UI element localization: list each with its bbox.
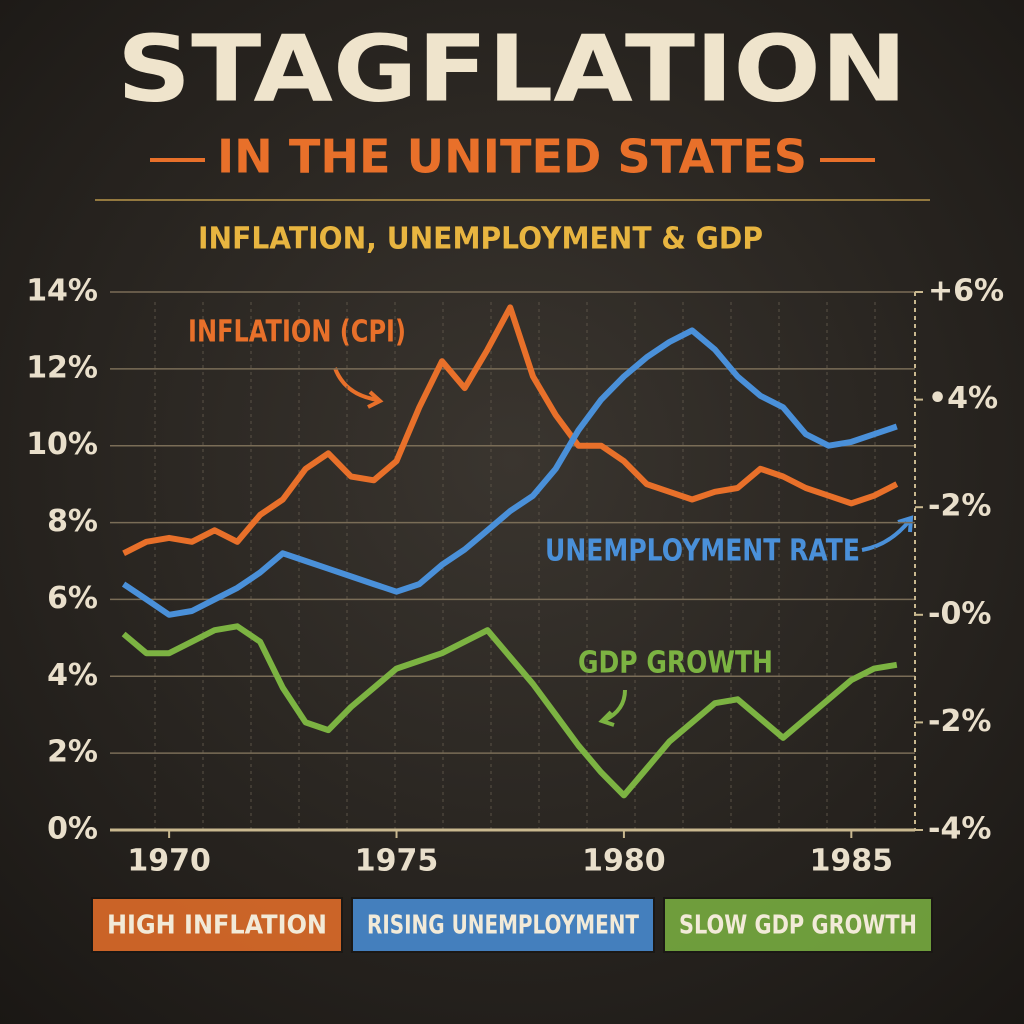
y2-tick-label: -2% [928,489,991,524]
y-tick-label: 0% [47,812,98,847]
y2-tick-label: -4% [928,812,991,847]
series-label: GDP GROWTH [578,646,773,681]
annotation-arrow [604,689,627,722]
chart-title: STAGFLATION [117,15,907,122]
badge [91,897,343,953]
annotation-arrowhead [598,710,615,727]
annotation-arrow [333,367,379,402]
series-label: UNEMPLOYMENT RATE [545,534,860,569]
annotation-arrowhead [367,390,384,409]
y2-tick-label: +6% [928,274,1004,309]
y-tick-label: 4% [47,658,98,693]
y-tick-label: 10% [26,427,98,462]
badge-label: HIGH INFLATION [107,911,327,941]
badge [663,897,933,953]
y2-tick-label: -0% [928,596,991,631]
chart-heading: INFLATION, UNEMPLOYMENT & GDP [198,222,763,257]
chart-subtitle: IN THE UNITED STATES [217,130,807,184]
series-line [121,327,898,618]
x-tick-label: 1985 [810,844,894,879]
x-tick-label: 1970 [127,844,211,879]
series-line [122,304,899,556]
badge-label: RISING UNEMPLOYMENT [367,911,639,941]
x-tick-label: 1980 [582,844,666,879]
series-line [121,623,898,799]
y2-tick-label: •4% [928,381,998,416]
y-tick-label: 6% [47,581,98,616]
x-tick-label: 1975 [355,844,439,879]
y-tick-label: 8% [47,504,98,539]
badge-label: SLOW GDP GROWTH [679,911,917,941]
annotation-arrow [861,518,912,552]
series-label: INFLATION (CPI) [188,315,406,350]
y2-tick-label: -2% [928,704,991,739]
y-tick-label: 2% [47,735,98,770]
badge [351,897,655,953]
y-tick-label: 14% [26,274,98,309]
y-tick-label: 12% [26,350,98,385]
annotation-arrowhead [897,515,914,533]
